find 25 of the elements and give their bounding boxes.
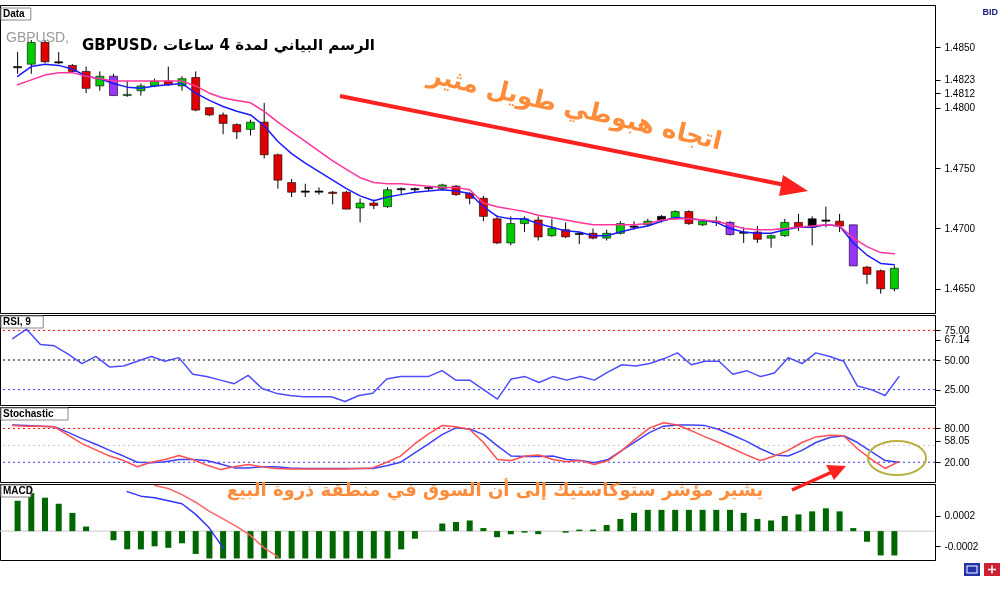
annotation: Data [3, 8, 26, 19]
y-tick-label: 75.00 [944, 324, 970, 336]
y-tick-label: 80.00 [944, 422, 970, 434]
y-tick-label: -0.0002 [944, 540, 979, 552]
text: GBPUSD، الرسم البياني لمدة 4 ساعات [81, 36, 375, 54]
y-tick-label: 1.4823 [944, 74, 976, 86]
y-tick-label: 58.05 [944, 435, 970, 447]
annotation: GBPUSD, [6, 29, 70, 45]
y-tick-label: 1.4800 [944, 102, 976, 114]
annotation: يشير مؤشر ستوكاستيك إلى أن السوق في منطقة ذروة البيع [226, 478, 764, 501]
annotation: MACD [3, 485, 33, 496]
y-tick-label: 1.4812 [944, 87, 976, 99]
y-tick-label: 1.4650 [944, 283, 976, 295]
y-tick-label: 1.4750 [944, 162, 976, 174]
y-tick-label: 0.0002 [944, 510, 976, 522]
y-tick-label: 1.4850 [944, 41, 976, 53]
y-tick-label: 20.00 [944, 456, 970, 468]
text: BID [982, 7, 999, 17]
annotation: اتجاه هبوطي طويل مثير [423, 59, 725, 157]
annotation: Stochastic [3, 408, 55, 419]
y-tick-label: 25.00 [944, 384, 970, 396]
y-tick-label: 67.14 [944, 334, 970, 346]
y-tick-label: 50.00 [944, 354, 970, 366]
annotation: RSI, 9 [3, 316, 32, 327]
y-tick-label: 1.4700 [944, 222, 976, 234]
